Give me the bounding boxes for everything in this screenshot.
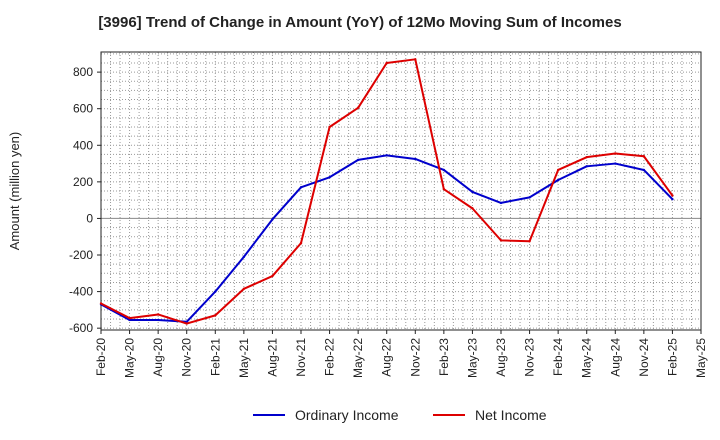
data-point <box>385 61 388 65</box>
x-tick-label: May-20 <box>123 338 137 378</box>
data-point <box>642 155 646 158</box>
y-tick-label: -400 <box>69 285 93 299</box>
data-point <box>99 302 103 305</box>
data-point <box>128 316 131 320</box>
data-point <box>642 168 646 172</box>
x-tick-label: Feb-23 <box>437 338 451 376</box>
y-tick-label: 0 <box>86 211 93 225</box>
data-point <box>556 178 560 182</box>
data-point <box>299 241 303 245</box>
x-tick-label: Nov-24 <box>637 338 651 377</box>
data-point <box>442 187 446 191</box>
x-tick-label: Feb-25 <box>665 338 679 376</box>
data-point <box>471 207 474 210</box>
x-tick-label: Nov-21 <box>294 338 308 377</box>
data-point <box>328 125 331 129</box>
x-tick-label: May-24 <box>580 338 594 378</box>
data-point <box>614 162 617 165</box>
x-tick-label: Feb-24 <box>551 338 565 376</box>
plot-frame <box>100 51 702 331</box>
x-tick-label: Aug-20 <box>151 338 165 377</box>
x-tick-label: Aug-23 <box>494 338 508 377</box>
data-point <box>414 157 417 161</box>
x-tick-label: May-22 <box>351 338 365 378</box>
x-tick-label: Feb-21 <box>208 338 222 376</box>
x-tick-label: Nov-23 <box>523 338 537 377</box>
y-tick-label: 400 <box>73 138 93 152</box>
data-point <box>156 313 160 316</box>
data-point <box>214 314 217 317</box>
data-point <box>585 155 588 159</box>
chart-title: [3996] Trend of Change in Amount (YoY) o… <box>98 14 622 31</box>
data-point <box>499 239 503 242</box>
data-point <box>328 176 331 179</box>
data-point <box>585 165 588 168</box>
y-axis-title: Amount (million yen) <box>7 132 22 251</box>
data-point <box>442 168 446 172</box>
data-point <box>471 190 474 194</box>
data-point <box>242 255 246 259</box>
legend-label: Net Income <box>475 407 547 423</box>
data-point <box>414 58 417 61</box>
data-point <box>356 158 360 162</box>
x-tick-label: Feb-22 <box>323 338 337 376</box>
data-point <box>556 168 560 172</box>
data-point <box>356 106 360 109</box>
legend-label: Ordinary Income <box>295 407 399 423</box>
data-point <box>271 274 274 278</box>
x-tick-label: May-21 <box>237 338 251 378</box>
data-point <box>214 290 217 293</box>
data-point <box>671 198 674 201</box>
data-point <box>185 322 188 325</box>
data-point <box>156 318 160 322</box>
data-point <box>528 240 531 243</box>
x-tick-label: Nov-22 <box>408 338 422 377</box>
x-tick-label: Aug-24 <box>608 338 622 377</box>
data-point <box>242 287 246 291</box>
y-tick-label: -600 <box>69 321 93 335</box>
data-point <box>499 201 503 205</box>
y-tick-label: -200 <box>69 248 93 262</box>
data-point <box>299 186 303 189</box>
x-tick-label: May-23 <box>465 338 479 378</box>
x-tick-label: Aug-22 <box>380 338 394 377</box>
x-tick-label: May-25 <box>694 338 708 378</box>
data-point <box>528 196 531 199</box>
data-point <box>671 194 674 197</box>
data-point <box>128 318 131 322</box>
x-tick-label: Feb-20 <box>94 338 108 376</box>
data-point <box>614 152 617 155</box>
y-tick-label: 200 <box>73 175 93 189</box>
x-tick-label: Nov-20 <box>180 338 194 377</box>
y-tick-label: 600 <box>73 102 93 116</box>
x-tick-label: Aug-21 <box>265 338 279 377</box>
y-tick-label: 800 <box>73 65 93 79</box>
data-point <box>271 218 274 221</box>
data-point <box>385 154 388 157</box>
